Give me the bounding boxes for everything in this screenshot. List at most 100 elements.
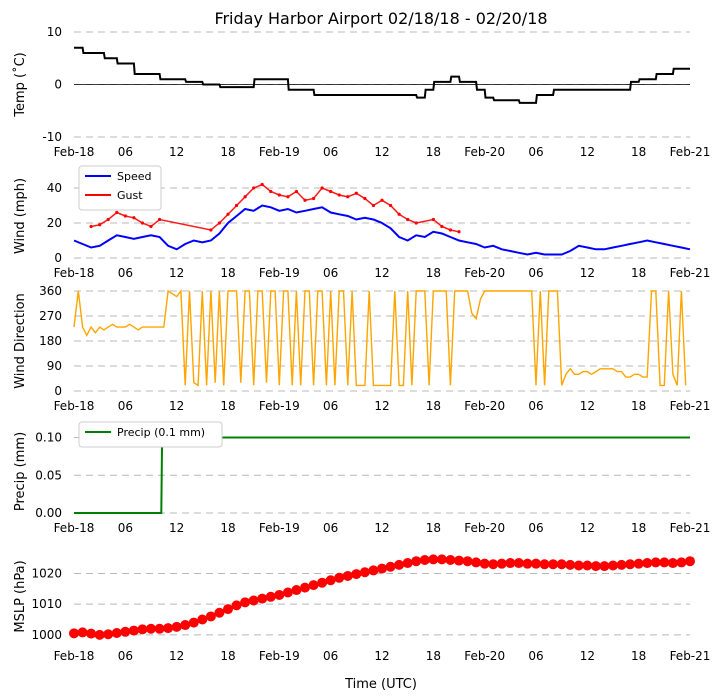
data-point xyxy=(94,629,105,640)
x-tick-label: 12 xyxy=(169,399,184,413)
data-point xyxy=(359,567,370,578)
x-tick-label: 06 xyxy=(528,649,543,663)
data-point xyxy=(496,558,507,569)
x-tick-label: Feb-18 xyxy=(54,266,95,280)
data-point xyxy=(667,558,678,569)
x-tick-label: 18 xyxy=(220,266,235,280)
data-point xyxy=(291,585,302,596)
panel-temp: -10 0 10 Feb-18 06 12 18 Feb-19 06 12 18 Feb-20 06 12… xyxy=(12,25,710,159)
x-tick-label: 12 xyxy=(580,399,595,413)
x-tick-label: 12 xyxy=(374,521,389,535)
data-point xyxy=(659,557,670,568)
series-line-gust xyxy=(90,183,460,233)
panel-precip: 0.00 0.05 0.10 Feb-18 06 12 18 Feb-19 06 12 18 Feb-… xyxy=(13,421,711,535)
data-point xyxy=(248,595,259,606)
data-point xyxy=(402,558,413,569)
x-tick-label: 06 xyxy=(528,145,543,159)
x-tick-label: 06 xyxy=(323,521,338,535)
x-tick-label: 18 xyxy=(631,399,646,413)
data-point xyxy=(625,559,636,570)
x-tick-label: 12 xyxy=(169,521,184,535)
legend-label: Speed xyxy=(117,170,151,183)
x-tick-label: 18 xyxy=(426,145,441,159)
data-point xyxy=(205,611,216,622)
data-point xyxy=(531,558,541,569)
data-point xyxy=(300,582,310,593)
series-line-precip-mm- xyxy=(74,436,690,514)
data-point xyxy=(590,561,601,572)
data-point xyxy=(394,559,405,570)
data-point xyxy=(188,617,199,628)
chart-title: Friday Harbor Airport 02/18/18 - 02/20/1… xyxy=(214,9,547,28)
x-tick-label: 12 xyxy=(169,266,184,280)
x-tick-label: 12 xyxy=(580,649,595,663)
data-point xyxy=(180,620,191,631)
data-point xyxy=(488,559,499,570)
data-point xyxy=(676,557,687,568)
y-axis-label: Precip (mm) xyxy=(13,432,28,511)
x-tick-label: Feb-18 xyxy=(54,145,95,159)
data-point xyxy=(462,556,473,567)
data-point xyxy=(385,561,396,572)
data-point xyxy=(103,629,114,640)
data-point xyxy=(231,600,242,611)
x-tick-label: 18 xyxy=(631,649,646,663)
y-tick-label: 180 xyxy=(39,334,62,348)
y-tick-label: 0.10 xyxy=(35,431,62,445)
y-tick-label: 10 xyxy=(47,25,62,39)
data-point xyxy=(342,570,353,581)
x-tick-label: 18 xyxy=(426,266,441,280)
x-tick-label: Feb-20 xyxy=(464,266,505,280)
x-tick-label: Feb-18 xyxy=(54,649,95,663)
panel-pressure: 1000 1010 1020 Feb-18 06 12 18 Feb-19 06 12 18 Feb-… xyxy=(13,554,710,663)
x-tick-label: 12 xyxy=(374,649,389,663)
x-tick-label: Feb-19 xyxy=(259,145,300,159)
legend-label: Gust xyxy=(117,189,143,202)
data-point xyxy=(513,558,524,569)
x-tick-label: 18 xyxy=(220,521,235,535)
x-tick-label: 18 xyxy=(426,649,441,663)
data-point xyxy=(154,623,165,634)
data-point xyxy=(377,563,387,574)
data-point xyxy=(146,623,156,634)
data-point xyxy=(137,624,148,635)
data-point xyxy=(334,572,345,583)
x-tick-label: 06 xyxy=(118,649,133,663)
data-point xyxy=(633,558,644,569)
data-point xyxy=(163,623,174,634)
data-point xyxy=(548,559,559,570)
data-point xyxy=(265,591,276,602)
x-tick-label: Feb-20 xyxy=(464,145,505,159)
x-tick-label: Feb-18 xyxy=(54,399,95,413)
data-point xyxy=(282,587,293,598)
data-point xyxy=(505,558,516,569)
x-tick-label: 18 xyxy=(220,145,235,159)
x-tick-label: 12 xyxy=(169,649,184,663)
y-tick-label: 270 xyxy=(39,309,62,323)
x-tick-label: 18 xyxy=(220,399,235,413)
x-tick-label: 12 xyxy=(580,266,595,280)
data-point xyxy=(445,554,456,565)
legend-label: Precip (0.1 mm) xyxy=(117,426,205,439)
x-tick-label: Feb-20 xyxy=(464,521,505,535)
x-tick-label: 06 xyxy=(323,649,338,663)
x-tick-label: Feb-19 xyxy=(259,399,300,413)
x-tick-label: 06 xyxy=(528,521,543,535)
x-tick-label: Feb-21 xyxy=(670,521,711,535)
data-point xyxy=(582,560,593,571)
data-point xyxy=(128,625,139,636)
data-point xyxy=(522,558,533,569)
x-tick-label: 18 xyxy=(426,521,441,535)
x-tick-label: 12 xyxy=(580,521,595,535)
data-point xyxy=(197,614,208,625)
x-tick-label: Feb-19 xyxy=(259,521,300,535)
data-point xyxy=(650,557,661,568)
data-point xyxy=(573,560,584,571)
data-point xyxy=(428,554,439,565)
x-tick-label: 06 xyxy=(528,399,543,413)
x-tick-label: 18 xyxy=(220,649,235,663)
data-point xyxy=(436,554,447,565)
x-tick-label: 12 xyxy=(169,145,184,159)
y-axis-label: Wind (mph) xyxy=(13,178,28,254)
